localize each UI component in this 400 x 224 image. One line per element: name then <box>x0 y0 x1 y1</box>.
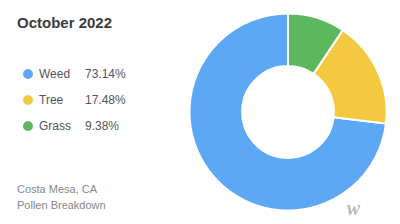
svg-text:17.48%: 17.48% <box>85 93 126 107</box>
svg-text:9.38%: 9.38% <box>85 119 119 133</box>
svg-text:73.14%: 73.14% <box>85 67 126 81</box>
svg-text:October 2022: October 2022 <box>17 14 112 31</box>
svg-text:Grass: Grass <box>39 119 71 133</box>
svg-text:Tree: Tree <box>39 93 64 107</box>
svg-text:Weed: Weed <box>39 67 70 81</box>
svg-text:Costa Mesa, CA: Costa Mesa, CA <box>17 183 98 195</box>
svg-text:w: w <box>347 197 361 219</box>
svg-text:Pollen Breakdown: Pollen Breakdown <box>17 199 106 211</box>
